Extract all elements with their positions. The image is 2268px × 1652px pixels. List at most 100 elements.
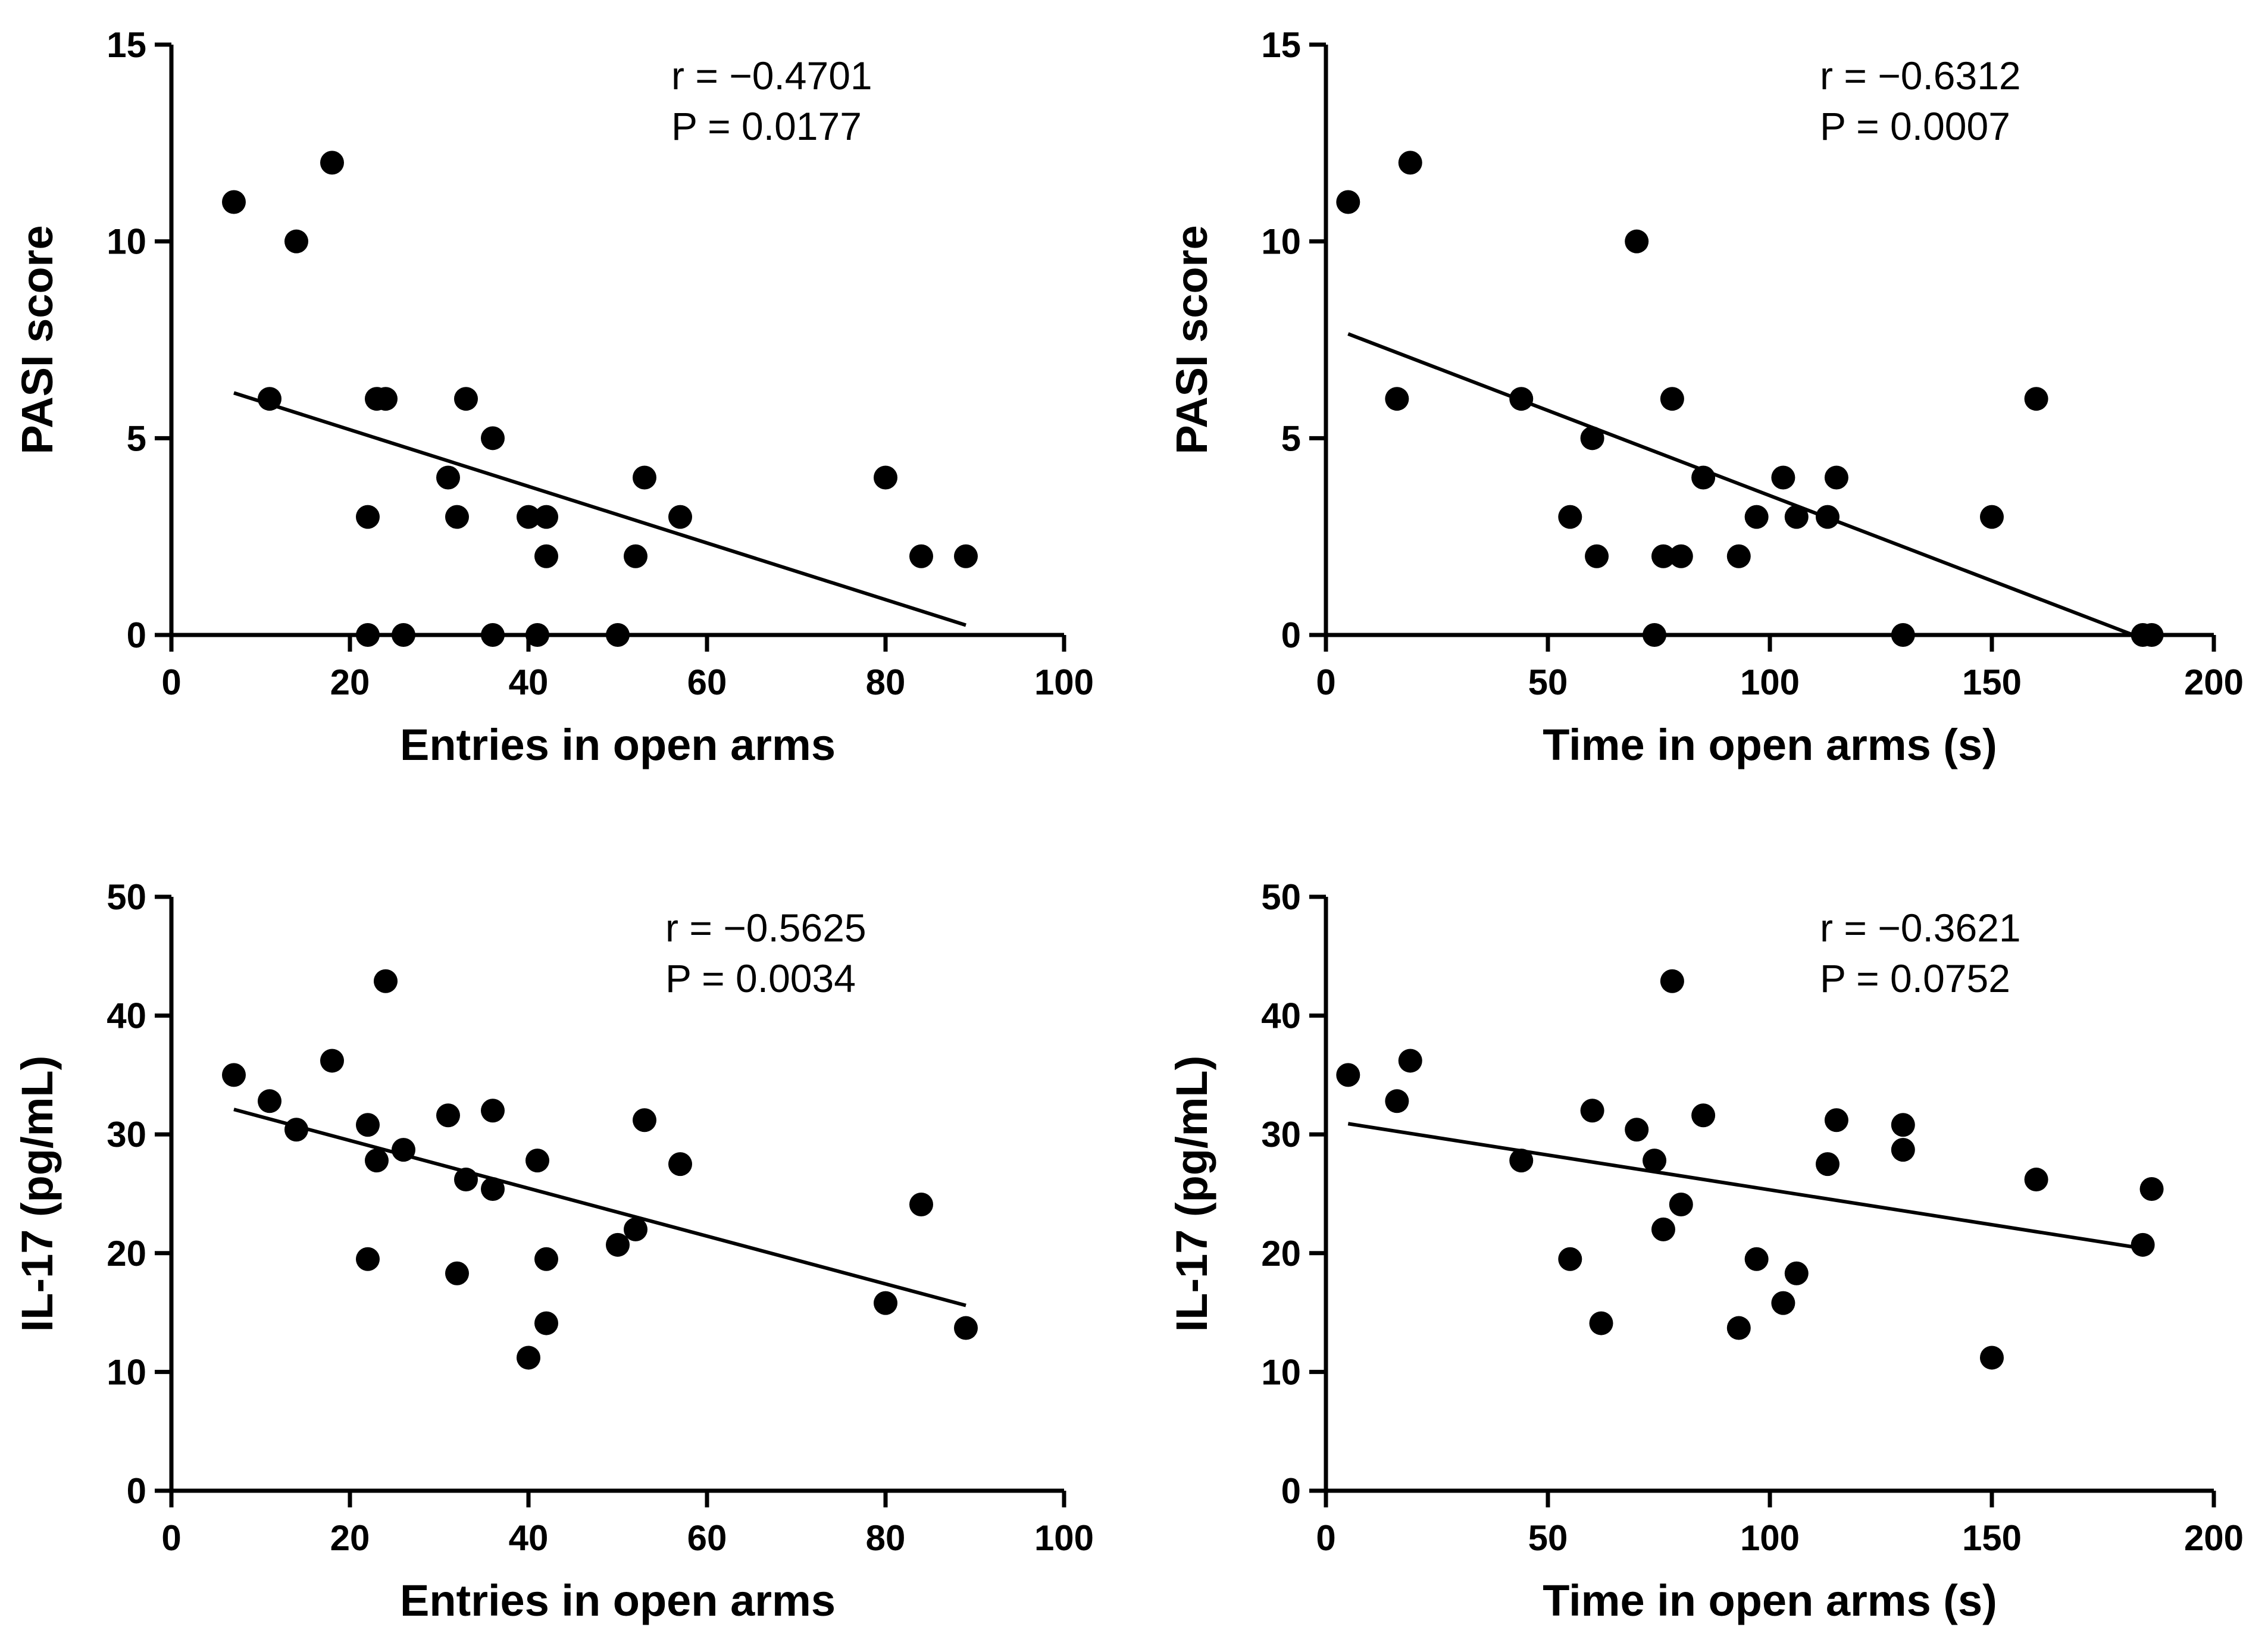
data-point	[1660, 969, 1684, 993]
data-point	[606, 1232, 630, 1257]
data-point	[1625, 1118, 1649, 1142]
x-axis-title: Entries in open arms	[400, 1576, 836, 1625]
data-point	[1589, 1311, 1613, 1335]
chart-panel-bottom-right: 0 10 20 30 40 50 0 50 100 150 200 Time in open arms…	[1167, 877, 2244, 1625]
y-tick-label: 20	[107, 1234, 146, 1274]
data-point	[1336, 1063, 1360, 1087]
data-point	[1891, 623, 1915, 647]
data-point	[954, 544, 978, 568]
x-tick-label: 100	[1034, 662, 1094, 702]
y-tick-label: 10	[1261, 1352, 1301, 1392]
y-tick-label: 15	[107, 25, 146, 65]
y-tick-label: 0	[127, 1471, 146, 1511]
x-axis-title: Time in open arms (s)	[1543, 720, 1997, 769]
x-tick-label: 80	[866, 662, 906, 702]
x-tick-label: 60	[687, 1518, 727, 1558]
data-point	[525, 1149, 549, 1173]
p-value-label: P = 0.0034	[665, 956, 856, 1000]
data-point	[454, 1168, 478, 1192]
data-point	[624, 1217, 647, 1241]
data-point	[258, 1089, 281, 1113]
data-point	[1691, 1103, 1716, 1128]
data-point	[222, 1063, 246, 1087]
data-point	[1651, 544, 1675, 568]
data-point	[874, 465, 897, 490]
data-point	[2139, 1177, 2164, 1202]
regression-line	[1347, 332, 2139, 639]
x-tick-label: 100	[1740, 1518, 1800, 1558]
data-point	[954, 1316, 978, 1340]
data-point	[481, 426, 505, 450]
x-axis-title: Time in open arms (s)	[1543, 1576, 1997, 1625]
y-tick-label: 20	[1261, 1234, 1301, 1274]
data-point	[284, 1118, 308, 1142]
correlation-r-label: r = −0.6312	[1820, 54, 2021, 98]
data-point	[481, 1099, 505, 1123]
data-point	[668, 1152, 692, 1177]
data-point	[1643, 1149, 1667, 1173]
y-axis-title: IL-17 (pg/mL)	[12, 1056, 62, 1332]
regression-line	[233, 1107, 966, 1307]
data-point	[1509, 387, 1534, 411]
y-tick-label: 0	[1281, 615, 1301, 655]
data-point	[1385, 1089, 1409, 1113]
x-tick-label: 200	[2184, 1518, 2244, 1558]
data-point	[2024, 387, 2048, 411]
data-point	[633, 465, 656, 490]
data-point	[517, 505, 540, 529]
data-point	[1891, 1113, 1915, 1137]
data-point	[2024, 1168, 2048, 1192]
data-point	[436, 1103, 460, 1128]
data-point	[1669, 544, 1693, 568]
data-point	[606, 623, 630, 647]
y-tick-label: 30	[107, 1115, 146, 1154]
data-point	[1336, 190, 1360, 214]
data-point	[1771, 465, 1795, 490]
data-point	[374, 387, 398, 411]
data-point	[436, 465, 460, 490]
data-point	[1980, 1346, 2004, 1370]
data-point	[1771, 1291, 1795, 1315]
data-point	[1824, 1108, 1848, 1132]
regression-line	[1347, 1122, 2144, 1250]
data-point	[2139, 623, 2164, 647]
data-point	[1509, 1149, 1534, 1173]
y-tick-label: 10	[107, 1352, 146, 1392]
data-point	[356, 1113, 380, 1137]
data-point	[1651, 1217, 1675, 1241]
data-point	[1585, 544, 1609, 568]
correlation-r-label: r = −0.4701	[671, 54, 872, 98]
data-point	[445, 1261, 469, 1285]
y-tick-label: 5	[127, 418, 146, 458]
data-point	[534, 1247, 558, 1271]
data-point	[356, 505, 380, 529]
data-point	[909, 544, 933, 568]
y-tick-label: 30	[1261, 1115, 1301, 1154]
p-value-label: P = 0.0752	[1820, 956, 2010, 1000]
data-point	[481, 1177, 505, 1202]
data-point	[320, 151, 344, 175]
data-point	[1558, 1247, 1582, 1271]
y-tick-label: 15	[1261, 25, 1301, 65]
data-point	[534, 544, 558, 568]
data-point	[258, 387, 281, 411]
data-point	[392, 1138, 415, 1162]
data-point	[1980, 505, 2004, 529]
data-point	[1815, 1152, 1840, 1177]
y-tick-label: 0	[127, 615, 146, 655]
data-point	[1744, 505, 1769, 529]
data-point	[1580, 1099, 1604, 1123]
chart-panel-top-left: 0 5 10 15 0 20 40 60 80 100 Entries in open arms PA…	[12, 25, 1094, 769]
data-point	[356, 623, 380, 647]
x-tick-label: 20	[330, 1518, 370, 1558]
data-point	[909, 1192, 933, 1216]
x-tick-label: 80	[866, 1518, 906, 1558]
data-point	[1824, 465, 1848, 490]
data-point	[1625, 229, 1649, 254]
data-point	[356, 1247, 380, 1271]
x-tick-label: 20	[330, 662, 370, 702]
regression-line	[233, 391, 966, 627]
